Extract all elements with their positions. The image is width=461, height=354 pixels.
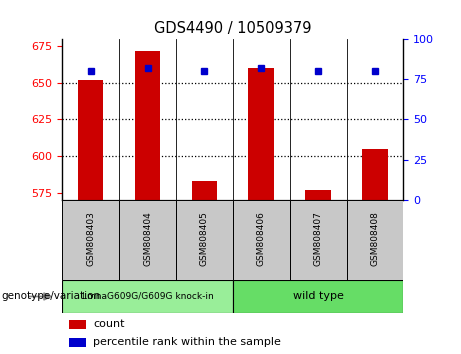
Bar [305, 190, 331, 200]
Bar [69, 320, 86, 329]
Text: wild type: wild type [293, 291, 343, 302]
Bar [62, 200, 119, 280]
Bar [69, 338, 86, 347]
Text: genotype/variation: genotype/variation [1, 291, 100, 302]
Bar [135, 51, 160, 200]
Bar [192, 181, 217, 200]
Text: GSM808408: GSM808408 [371, 211, 379, 266]
Bar [176, 200, 233, 280]
Bar [62, 280, 233, 313]
Text: count: count [93, 319, 124, 329]
Text: GSM808405: GSM808405 [200, 211, 209, 266]
Bar [347, 200, 403, 280]
Text: percentile rank within the sample: percentile rank within the sample [93, 337, 281, 347]
Text: GSM808406: GSM808406 [257, 211, 266, 266]
Text: GSM808407: GSM808407 [313, 211, 323, 266]
Bar [362, 149, 388, 200]
Title: GDS4490 / 10509379: GDS4490 / 10509379 [154, 21, 312, 36]
Text: GSM808403: GSM808403 [86, 211, 95, 266]
Bar [119, 200, 176, 280]
Text: LmnaG609G/G609G knock-in: LmnaG609G/G609G knock-in [82, 292, 213, 301]
Bar [248, 68, 274, 200]
Bar [233, 200, 290, 280]
Bar [290, 200, 347, 280]
Bar [78, 80, 103, 200]
Text: GSM808404: GSM808404 [143, 211, 152, 266]
Bar [233, 280, 403, 313]
